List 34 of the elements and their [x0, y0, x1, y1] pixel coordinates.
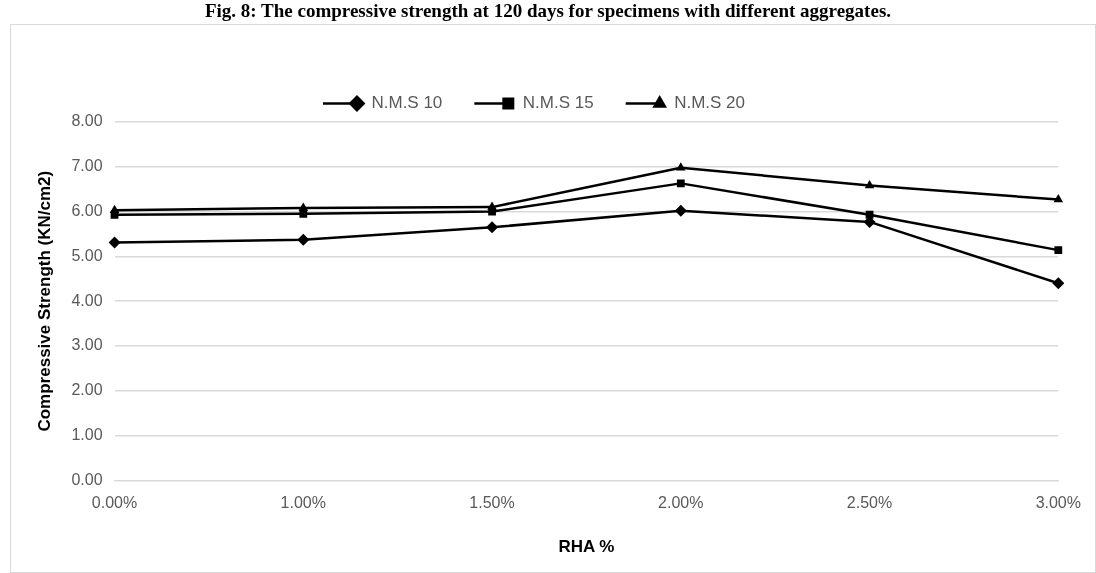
- legend-label: N.M.S 10: [371, 93, 443, 113]
- x-tick-label: 1.00%: [280, 494, 326, 512]
- point: [110, 210, 119, 219]
- y-tick-label: 4.00: [71, 291, 103, 309]
- point: [674, 204, 687, 217]
- point: [864, 180, 875, 189]
- y-tick-label: 5.00: [71, 246, 103, 264]
- x-tick-label: 0.00%: [91, 494, 138, 512]
- point: [1052, 277, 1065, 290]
- point: [676, 179, 685, 188]
- y-axis-title: Compressive Strength (KN/cm2): [34, 170, 54, 432]
- x-tick-label: 2.00%: [658, 494, 704, 512]
- point: [299, 209, 308, 218]
- x-tick-label: 2.50%: [846, 494, 893, 512]
- y-tick-label: 0.00: [71, 470, 103, 488]
- point: [1053, 194, 1064, 203]
- x-tick-label: 1.50%: [469, 494, 515, 512]
- point: [108, 236, 121, 249]
- legend-label: N.M.S 20: [674, 93, 746, 113]
- y-tick-label: 3.00: [71, 336, 103, 354]
- y-tick-label: 7.00: [71, 157, 103, 175]
- x-axis-title: RHA %: [558, 537, 615, 557]
- point: [676, 162, 686, 171]
- y-tick-label: 2.00: [71, 381, 103, 399]
- legend-label: N.M.S 15: [522, 93, 594, 113]
- y-tick-label: 8.00: [71, 112, 103, 130]
- point: [488, 207, 496, 216]
- point: [1054, 246, 1063, 255]
- point: [486, 221, 499, 234]
- point: [297, 233, 310, 246]
- y-tick-label: 6.00: [71, 202, 103, 220]
- y-tick-label: 1.00: [71, 426, 103, 444]
- chart-title: Fig. 8: The compressive strength at 120 days for specimens with different aggregates.: [203, 0, 893, 22]
- x-tick-label: 3.00%: [1035, 494, 1081, 512]
